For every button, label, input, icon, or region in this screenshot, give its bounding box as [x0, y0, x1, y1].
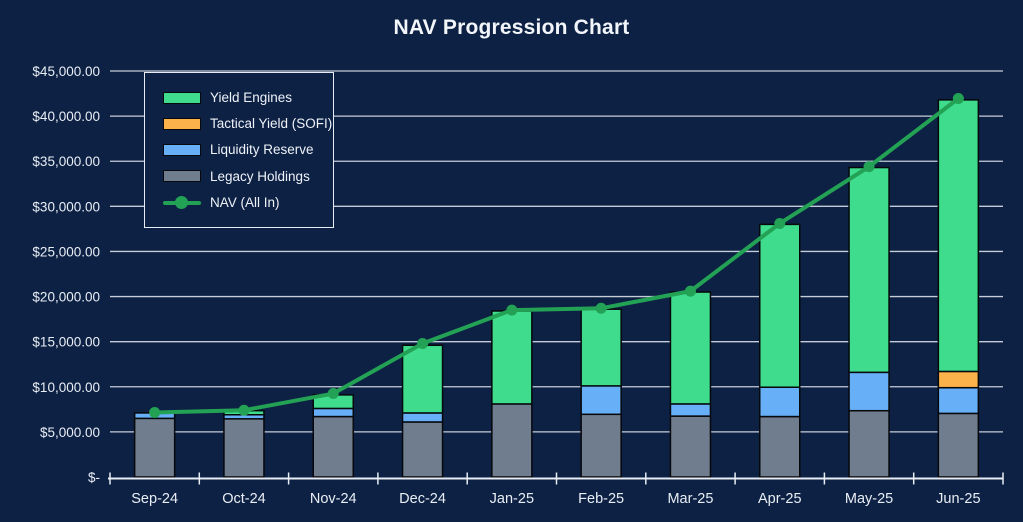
nav-line-marker — [952, 93, 964, 105]
tactical-yield-swatch-icon — [163, 117, 201, 130]
bar-segment-yield-engines-dec-24 — [401, 344, 444, 414]
bar-segment-legacy-holdings-sep-24 — [133, 417, 176, 478]
y-axis-tick-label: $30,000.00 — [32, 199, 100, 214]
legend-label: NAV (All In) — [210, 194, 280, 210]
bar-segment-tactical-yield-sofi-jun-25 — [937, 370, 980, 389]
x-axis-tick-label: May-25 — [845, 491, 893, 507]
bar-segment-legacy-holdings-mar-25 — [669, 415, 712, 478]
x-axis-tick-label: Oct-24 — [222, 491, 266, 507]
bar-segment-legacy-holdings-oct-24 — [223, 418, 265, 478]
legend-item-nav-all-in: NAV (All In) — [163, 195, 333, 210]
legend-label: Legacy Holdings — [210, 168, 310, 184]
nav-line-marker — [238, 404, 250, 416]
y-axis-tick-label: $15,000.00 — [32, 335, 100, 350]
bar-segment-yield-engines-feb-25 — [580, 308, 622, 387]
legend-label: Yield Engines — [210, 90, 293, 106]
nav-line-marker — [774, 217, 786, 229]
bar-segment-legacy-holdings-may-25 — [848, 409, 890, 478]
y-axis-tick-label: $5,000.00 — [40, 425, 100, 440]
x-axis-tick-label: Jan-25 — [490, 491, 534, 507]
legend-item-tactical-yield: Tactical Yield (SOFI) — [163, 116, 333, 131]
bar-segment-liquidity-reserve-mar-25 — [669, 403, 712, 417]
nav-line-marker — [506, 304, 518, 316]
nav-line-marker — [417, 337, 429, 349]
bar-segment-yield-engines-jan-25 — [491, 310, 533, 405]
chart-legend: Yield Engines Tactical Yield (SOFI) Liqu… — [144, 72, 334, 228]
bar-segment-legacy-holdings-dec-24 — [401, 421, 444, 478]
liquidity-reserve-swatch-icon — [163, 143, 201, 156]
y-axis-tick-label: $40,000.00 — [32, 109, 100, 124]
x-axis-tick-label: Mar-25 — [667, 491, 713, 507]
bar-segment-yield-engines-apr-25 — [759, 223, 801, 388]
y-axis-tick-label: $10,000.00 — [32, 380, 100, 395]
y-axis-tick-label: $20,000.00 — [32, 290, 100, 305]
nav-line — [152, 96, 961, 415]
yield-engines-swatch-icon — [163, 91, 201, 104]
bar-segment-legacy-holdings-nov-24 — [312, 415, 354, 478]
legend-item-yield-engines: Yield Engines — [163, 90, 333, 105]
bar-segment-liquidity-reserve-may-25 — [848, 371, 890, 412]
y-axis-tick-label: $45,000.00 — [32, 64, 100, 79]
x-axis-tick-label: Sep-24 — [131, 491, 178, 507]
bar-segment-yield-engines-may-25 — [848, 166, 890, 374]
bar-segment-yield-engines-mar-25 — [669, 291, 712, 405]
legend-label: Liquidity Reserve — [210, 142, 314, 158]
bar-segment-legacy-holdings-jun-25 — [937, 412, 980, 478]
x-axis-tick-label: Apr-25 — [758, 491, 802, 507]
bar-segment-yield-engines-jun-25 — [937, 99, 980, 373]
bar-segment-legacy-holdings-jan-25 — [491, 403, 533, 478]
y-axis-tick-label: $- — [88, 470, 100, 485]
x-axis-tick-label: Feb-25 — [578, 491, 624, 507]
legend-item-legacy-holdings: Legacy Holdings — [163, 169, 333, 184]
bar-segment-liquidity-reserve-dec-24 — [401, 412, 444, 423]
y-axis-tick-label: $35,000.00 — [32, 154, 100, 169]
x-axis-tick-label: Dec-24 — [399, 491, 446, 507]
bar-segment-liquidity-reserve-feb-25 — [580, 385, 622, 416]
nav-line-marker — [684, 285, 696, 297]
x-axis-tick-label: Nov-24 — [310, 491, 357, 507]
bar-segment-liquidity-reserve-nov-24 — [312, 407, 354, 418]
chart-title: NAV Progression Chart — [393, 16, 630, 39]
nav-line-marker — [863, 161, 875, 173]
bar-segment-legacy-holdings-feb-25 — [580, 413, 622, 478]
y-axis-tick-label: $25,000.00 — [32, 244, 100, 259]
bar-segment-legacy-holdings-apr-25 — [759, 415, 801, 478]
bar-segment-liquidity-reserve-jun-25 — [937, 386, 980, 415]
nav-line-marker — [327, 388, 339, 400]
x-axis-tick-label: Jun-25 — [936, 491, 980, 507]
nav-line-marker — [149, 406, 161, 418]
legend-label: Tactical Yield (SOFI) — [210, 116, 333, 132]
legend-item-liquidity-reserve: Liquidity Reserve — [163, 142, 333, 157]
bar-segment-liquidity-reserve-apr-25 — [759, 386, 801, 418]
legacy-holdings-swatch-icon — [163, 170, 201, 183]
nav-line-swatch-icon — [163, 195, 201, 209]
nav-line-marker — [595, 302, 607, 314]
